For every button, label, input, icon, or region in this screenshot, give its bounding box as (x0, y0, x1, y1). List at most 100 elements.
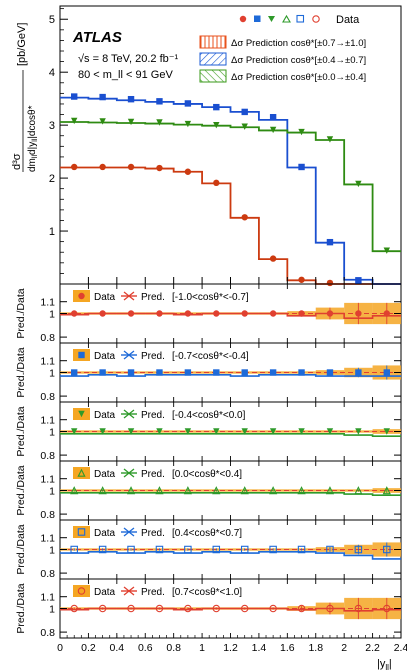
ratio-data-point-10 (354, 604, 363, 613)
ratio-y-tick-label-2: 1.1 (40, 356, 55, 368)
ratio-data-point-3 (155, 604, 164, 613)
main-data-point-2-6 (241, 123, 248, 130)
ratio-data-point-1 (98, 486, 107, 495)
main-legend: Data Δσ Prediction cosθ*[±0.7→±1.0] Δσ P… (199, 14, 366, 83)
legend-label-orange: Δσ Prediction cosθ*[±0.7→±1.0] (231, 38, 366, 49)
ratio-panel-4: 0.8 11.1 Pred./Data Data Pred. [0.4<cosθ*<0.7… (15, 519, 402, 580)
ratio-data-point-5 (212, 545, 221, 554)
main-data-point-1-10 (355, 277, 362, 284)
ratio-legend-pred-cross (123, 527, 135, 537)
ratio-data-point-1 (98, 604, 107, 613)
main-data-point-0-7 (269, 255, 277, 262)
x-tick-label-9: 1.8 (308, 642, 323, 654)
ratio-data-point-0 (71, 428, 78, 435)
ratio-data-point-5 (213, 310, 220, 317)
ratio-y-tick-label-2: 1.1 (40, 474, 55, 486)
ratio-y-tick-label-0: 0.8 (40, 509, 55, 521)
ratio-data-point-4 (183, 486, 192, 495)
ratio-legend-range-label: [0.0<cosθ*<0.4] (172, 469, 242, 480)
x-tick-label-7: 1.4 (252, 642, 267, 654)
ratio-data-point-8 (298, 369, 305, 376)
main-data-point-2-1 (99, 118, 106, 125)
ratio-data-point-3 (155, 545, 164, 554)
ratio-data-point-3 (156, 428, 163, 435)
ratio-data-point-7 (269, 545, 277, 554)
ratio-data-point-5 (212, 486, 221, 495)
ratio-data-point-3 (156, 310, 163, 317)
ratio-y-tick-label-0: 0.8 (40, 627, 55, 639)
ratio-y-tick-label-0: 0.8 (40, 391, 55, 403)
ratio-data-point-0 (70, 604, 78, 613)
main-series-group (60, 93, 401, 287)
ratio-data-point-11 (382, 486, 391, 495)
main-data-point-2-9 (326, 136, 334, 143)
ratio-data-point-0 (70, 545, 78, 554)
ratio-legend-range-label: [0.4<cosθ*<0.7] (172, 528, 242, 539)
main-data-point-2-11 (383, 247, 390, 254)
main-data-point-1-4 (184, 100, 192, 107)
main-data-point-0-1 (99, 163, 106, 171)
ratio-y-tick-label-1: 1 (49, 427, 55, 439)
ratio-data-point-6 (241, 310, 248, 317)
x-tick-label-5: 1 (199, 642, 205, 654)
mass-window-label: 80 < m_ll < 91 GeV (78, 69, 173, 81)
main-data-point-1-0 (71, 93, 78, 100)
ratio-data-point-11 (383, 604, 391, 613)
ratio-legend-pred-cross (123, 409, 135, 419)
main-data-point-0-6 (241, 214, 248, 221)
ratio-legend-band-swatch (73, 526, 90, 538)
main-data-point-2-7 (269, 126, 277, 134)
ratio-data-point-1 (99, 369, 106, 376)
ratio-data-point-11 (383, 545, 391, 554)
ratio-data-point-9 (326, 604, 334, 613)
main-data-point-2-3 (156, 119, 163, 126)
ratio-data-point-11 (383, 310, 390, 317)
ratio-data-point-10 (355, 428, 362, 435)
ratio-data-point-7 (269, 369, 277, 376)
ratio-legend-band-swatch (73, 467, 90, 479)
ratio-data-point-5 (212, 604, 221, 613)
x-tick-label-11: 2.2 (365, 642, 380, 654)
ratio-data-point-2 (127, 428, 135, 435)
ratio-data-point-0 (70, 486, 79, 495)
ratio-data-point-2 (127, 604, 135, 613)
legend-label-green: Δσ Prediction cosθ*[±0.0→±0.4] (231, 72, 366, 83)
ratio-data-point-8 (298, 310, 305, 317)
ratio-legend-data-label: Data (94, 528, 116, 539)
svg-text:dmlld|yll|dcosθ*: dmlld|yll|dcosθ* (27, 105, 39, 172)
ratio-legend-data-label: Data (94, 469, 116, 480)
ratio-data-point-10 (354, 486, 363, 495)
main-data-point-2-4 (184, 120, 192, 128)
ratio-y-tick-label-0: 0.8 (40, 450, 55, 462)
ratio-data-point-4 (184, 604, 192, 613)
ratio-panel-2: 0.8 11.1 Pred./Data Data Pred. [-0.4<cosθ*<0.… (15, 401, 402, 462)
ratio-data-point-10 (355, 310, 362, 317)
ratio-legend-pred-label: Pred. (141, 292, 165, 303)
ratio-legend-pred-label: Pred. (141, 410, 165, 421)
main-data-point-0-9 (326, 279, 334, 287)
legend-marker-red-open (312, 15, 320, 23)
ratio-data-point-2 (127, 369, 135, 376)
ratio-data-point-0 (71, 369, 78, 376)
ratio-data-point-8 (297, 545, 306, 554)
ratio-data-point-8 (297, 604, 306, 613)
main-data-point-0-0 (71, 163, 78, 171)
x-tick-label-1: 0.2 (81, 642, 96, 654)
ratio-data-point-9 (326, 310, 334, 317)
x-tick-label-10: 2 (341, 642, 347, 654)
ratio-data-point-5 (213, 369, 220, 376)
ratio-data-point-1 (99, 428, 106, 435)
x-tick-label-8: 1.6 (280, 642, 295, 654)
main-data-point-2-0 (71, 117, 78, 125)
ratio-panel-5: 0.8 11.1 Pred./Data Data Pred. [0.7<cosθ*<1.0… (15, 578, 402, 639)
main-y-axis-title: d³σ dmlld|yll|dcosθ* [pb/GeV] (11, 23, 39, 172)
ratio-y-tick-label-2: 1.1 (40, 415, 55, 427)
ratio-y-tick-label-0: 0.8 (40, 332, 55, 344)
ratio-data-point-2 (126, 486, 136, 495)
main-y-tick-label-4: 5 (49, 14, 55, 26)
ratio-y-axis-title: Pred./Data (15, 524, 27, 574)
ratio-legend-data-marker (78, 351, 85, 359)
x-tick-label-6: 1.2 (223, 642, 238, 654)
main-data-point-2-5 (213, 121, 220, 129)
